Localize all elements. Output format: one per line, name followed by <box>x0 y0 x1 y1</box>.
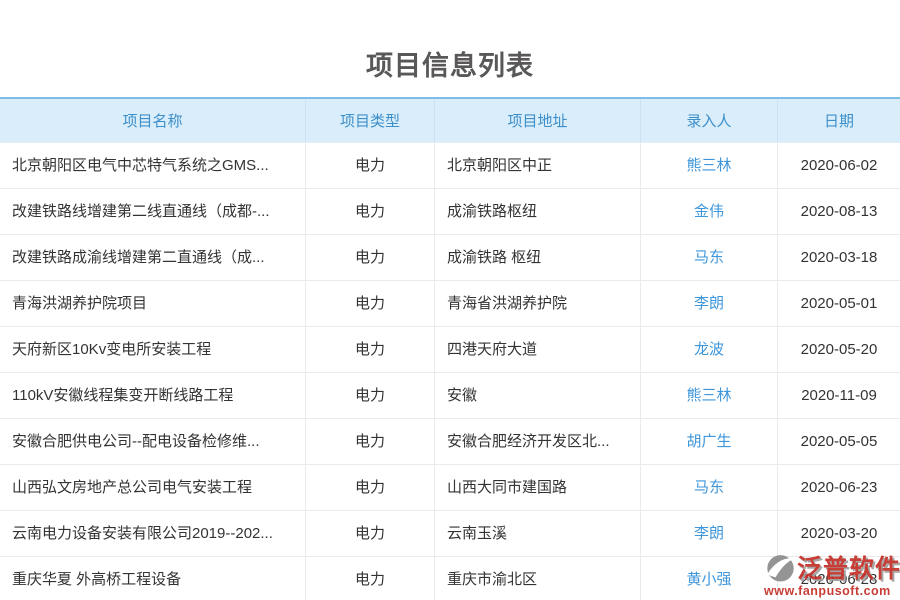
cell-name: 重庆华夏 外高桥工程设备 <box>0 557 306 600</box>
cell-address: 重庆市渝北区 <box>435 557 641 600</box>
cell-type: 电力 <box>306 235 435 280</box>
column-header-address: 项目地址 <box>435 99 641 142</box>
cell-address: 安徽 <box>435 373 641 418</box>
cell-entry_person[interactable]: 熊三林 <box>641 143 778 188</box>
cell-name: 天府新区10Kv变电所安装工程 <box>0 327 306 372</box>
cell-address: 山西大同市建国路 <box>435 465 641 510</box>
table-row: 北京朝阳区电气中芯特气系统之GMS... 电力 北京朝阳区中正 熊三林 2020-06-… <box>0 143 900 189</box>
cell-name: 110kV安徽线程集变开断线路工程 <box>0 373 306 418</box>
cell-entry_person[interactable]: 龙波 <box>641 327 778 372</box>
cell-date: 2020-11-09 <box>801 387 877 404</box>
cell-type: 电力 <box>306 511 435 556</box>
cell-entry_person[interactable]: 李朗 <box>641 281 778 326</box>
cell-entry_person[interactable]: 马东 <box>641 235 778 280</box>
cell-name: 云南电力设备安装有限公司2019--202... <box>0 511 306 556</box>
cell-address: 安徽合肥经济开发区北... <box>435 419 641 464</box>
table-row: 安徽合肥供电公司--配电设备检修维... 电力 安徽合肥经济开发区北... 胡广生 20… <box>0 419 900 465</box>
cell-date: 2020-03-20 <box>800 525 878 542</box>
cell-address: 北京朝阳区中正 <box>435 143 641 188</box>
column-header-date: 日期 <box>823 113 854 130</box>
cell-entry_person[interactable]: 金伟 <box>641 189 778 234</box>
cell-type: 电力 <box>306 419 435 464</box>
cell-address: 成渝铁路枢纽 <box>435 189 641 234</box>
table-row: 重庆华夏 外高桥工程设备 电力 重庆市渝北区 黄小强 2020-06-28 <box>0 557 900 600</box>
cell-entry_person[interactable]: 黄小强 <box>641 557 778 600</box>
table-row: 改建铁路成渝线增建第二直通线（成... 电力 成渝铁路 枢纽 马东 2020-03-18 <box>0 235 900 281</box>
table-row: 云南电力设备安装有限公司2019--202... 电力 云南玉溪 李朗 2020-03-… <box>0 511 900 557</box>
cell-date: 2020-06-28 <box>800 571 878 588</box>
cell-type: 电力 <box>306 143 435 188</box>
cell-address: 青海省洪湖养护院 <box>435 281 641 326</box>
cell-date: 2020-05-01 <box>800 295 878 312</box>
cell-name: 改建铁路成渝线增建第二直通线（成... <box>0 235 306 280</box>
table-row: 山西弘文房地产总公司电气安装工程 电力 山西大同市建国路 马东 2020-06-23 <box>0 465 900 511</box>
table-row: 青海洪湖养护院项目 电力 青海省洪湖养护院 李朗 2020-05-01 <box>0 281 900 327</box>
cell-address: 四港天府大道 <box>435 327 641 372</box>
column-header-entry_person: 录入人 <box>641 99 778 142</box>
cell-date: 2020-05-20 <box>800 341 878 358</box>
project-table: 项目名称 项目类型 项目地址 录入人 日期 北京朝阳区电气中芯特气系统之GMS... 电力… <box>0 97 900 600</box>
cell-name: 青海洪湖养护院项目 <box>0 281 306 326</box>
cell-type: 电力 <box>306 327 435 372</box>
cell-name: 北京朝阳区电气中芯特气系统之GMS... <box>0 143 306 188</box>
cell-address: 云南玉溪 <box>435 511 641 556</box>
table-row: 改建铁路线增建第二线直通线（成都-... 电力 成渝铁路枢纽 金伟 2020-08-13 <box>0 189 900 235</box>
cell-name: 山西弘文房地产总公司电气安装工程 <box>0 465 306 510</box>
cell-type: 电力 <box>306 557 435 600</box>
cell-type: 电力 <box>306 373 435 418</box>
cell-date: 2020-03-18 <box>800 249 878 266</box>
cell-date: 2020-06-23 <box>800 479 878 496</box>
table-body: 北京朝阳区电气中芯特气系统之GMS... 电力 北京朝阳区中正 熊三林 2020-06-… <box>0 143 900 600</box>
page-title: 项目信息列表 <box>366 51 534 81</box>
cell-date: 2020-08-13 <box>800 203 878 220</box>
cell-name: 改建铁路线增建第二线直通线（成都-... <box>0 189 306 234</box>
cell-type: 电力 <box>306 189 435 234</box>
cell-entry_person[interactable]: 胡广生 <box>641 419 778 464</box>
cell-entry_person[interactable]: 李朗 <box>641 511 778 556</box>
table-header-row: 项目名称 项目类型 项目地址 录入人 日期 <box>0 97 900 143</box>
cell-address: 成渝铁路 枢纽 <box>435 235 641 280</box>
cell-entry_person[interactable]: 熊三林 <box>641 373 778 418</box>
cell-type: 电力 <box>306 281 435 326</box>
column-header-name: 项目名称 <box>0 99 306 142</box>
table-row: 天府新区10Kv变电所安装工程 电力 四港天府大道 龙波 2020-05-20 <box>0 327 900 373</box>
table-row: 110kV安徽线程集变开断线路工程 电力 安徽 熊三林 2020-11-09 <box>0 373 900 419</box>
cell-entry_person[interactable]: 马东 <box>641 465 778 510</box>
cell-date: 2020-05-05 <box>800 433 878 450</box>
cell-name: 安徽合肥供电公司--配电设备检修维... <box>0 419 306 464</box>
column-header-type: 项目类型 <box>306 99 435 142</box>
cell-type: 电力 <box>306 465 435 510</box>
cell-date: 2020-06-02 <box>800 157 878 174</box>
